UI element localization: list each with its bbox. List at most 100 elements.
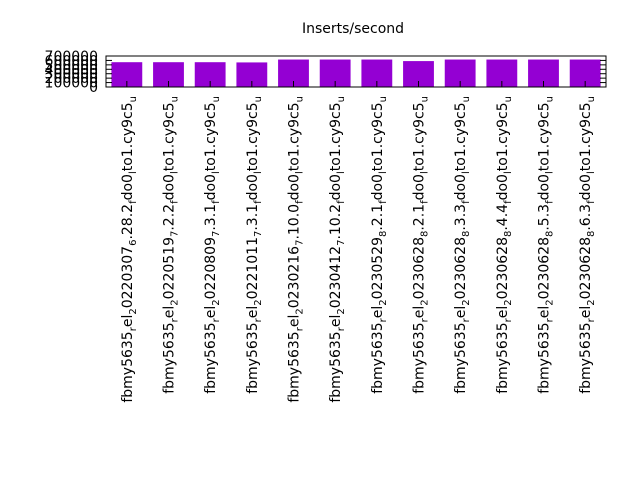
x-tick-label-subscript: 2 — [461, 299, 472, 305]
x-tick-label-part: to1.cy9c5 — [495, 102, 511, 171]
x-tick-label-part: .4.4 — [495, 204, 511, 231]
x-tick-label-subscript: l — [545, 171, 556, 174]
x-tick-label-subscript: f — [170, 200, 181, 204]
x-tick-label-subscript: f — [128, 200, 139, 204]
x-tick-label-subscript: r — [295, 326, 306, 331]
x-tick-label-subscript: 8 — [378, 231, 389, 237]
x-tick-label-part: to1.cy9c5 — [328, 102, 344, 171]
y-tick-label-5: 500000 — [45, 58, 98, 74]
x-tick-label-subscript: f — [420, 200, 431, 204]
x-tick-label-part: .3.1 — [203, 204, 219, 231]
x-tick-label-subscript: r — [503, 317, 514, 322]
x-tick-label-subscript: 2 — [545, 299, 556, 305]
x-tick-label-subscript: u — [295, 96, 306, 102]
y-tick-label-2: 200000 — [45, 71, 98, 87]
y-tick-label-4: 400000 — [45, 62, 98, 78]
x-tick-label-part: 0220307 — [120, 246, 136, 308]
x-tick-label-subscript: r — [545, 317, 556, 322]
x-tick-label-part: fbmy5635 — [328, 331, 344, 402]
x-tick-label-subscript: r — [461, 317, 472, 322]
x-tick-label-subscript: 2 — [211, 299, 222, 305]
x-tick-label-part: to1.cy9c5 — [120, 102, 136, 171]
x-tick-label-1: fbmy5635rel202203076.28.2fdo0lto1.cy9c5u — [120, 96, 139, 403]
x-tick-label-subscript: l — [586, 171, 597, 174]
x-tick-label-part: do0 — [495, 174, 511, 200]
x-tick-label-subscript: 2 — [128, 308, 139, 314]
x-tick-label-subscript: f — [295, 200, 306, 204]
x-tick-label-subscript: 6 — [128, 240, 139, 246]
x-tick-label-subscript: 2 — [295, 308, 306, 314]
x-tick-label-subscript: 7 — [336, 240, 347, 246]
x-tick-label-part: .10.2 — [328, 204, 344, 240]
x-tick-label-subscript: u — [128, 96, 139, 102]
y-tick-label-1: 100000 — [45, 76, 98, 92]
x-tick-label-part: fbmy5635 — [537, 322, 553, 393]
x-tick-label-subscript: l — [378, 171, 389, 174]
x-tick-label-part: 0230412 — [328, 246, 344, 308]
x-tick-label-part: el — [287, 315, 303, 328]
x-tick-label-4: fbmy5635rel202210117.3.1fdo0lto1.cy9c5u — [245, 96, 264, 394]
x-tick-label-subscript: l — [170, 171, 181, 174]
x-tick-label-part: fbmy5635 — [203, 322, 219, 393]
x-tick-label-part: fbmy5635 — [245, 322, 261, 393]
x-tick-label-subscript: u — [503, 96, 514, 102]
y-tick-label-3: 300000 — [45, 67, 98, 83]
x-tick-label-subscript: l — [128, 171, 139, 174]
x-tick-label-part: el — [578, 306, 594, 319]
x-tick-label-subscript: 8 — [503, 231, 514, 237]
x-tick-label-subscript: u — [461, 96, 472, 102]
x-tick-label-part: do0 — [578, 174, 594, 200]
plot-frame — [105, 55, 607, 88]
x-tick-label-subscript: u — [170, 96, 181, 102]
x-tick-label-part: fbmy5635 — [370, 322, 386, 393]
x-tick-label-subscript: f — [461, 200, 472, 204]
x-tick-label-part: .3.1 — [245, 204, 261, 231]
x-tick-label-6: fbmy5635rel202304127.10.2fdo0lto1.cy9c5u — [328, 96, 347, 403]
x-tick-label-part: 0230628 — [453, 237, 469, 299]
x-tick-label-subscript: r — [170, 317, 181, 322]
x-tick-label-7: fbmy5635rel202305298.2.1fdo0lto1.cy9c5u — [370, 96, 389, 394]
x-tick-label-subscript: l — [461, 171, 472, 174]
x-tick-label-subscript: 2 — [336, 308, 347, 314]
x-tick-label-part: el — [162, 306, 178, 319]
x-tick-label-subscript: l — [295, 171, 306, 174]
x-tick-label-part: el — [203, 306, 219, 319]
x-tick-label-part: .2.2 — [162, 204, 178, 231]
x-tick-label-part: do0 — [412, 174, 428, 200]
x-tick-label-part: to1.cy9c5 — [287, 102, 303, 171]
x-tick-label-subscript: f — [211, 200, 222, 204]
x-tick-label-part: el — [328, 315, 344, 328]
x-tick-label-subscript: r — [253, 317, 264, 322]
x-tick-label-subscript: l — [211, 171, 222, 174]
x-tick-label-subscript: r — [420, 317, 431, 322]
x-tick-label-subscript: f — [586, 200, 597, 204]
x-tick-label-subscript: r — [378, 317, 389, 322]
x-tick-label-part: to1.cy9c5 — [537, 102, 553, 171]
x-tick-label-10: fbmy5635rel202306288.4.4fdo0lto1.cy9c5u — [495, 96, 514, 394]
x-tick-label-part: do0 — [370, 174, 386, 200]
x-tick-label-subscript: u — [378, 96, 389, 102]
x-tick-label-part: 0230628 — [412, 237, 428, 299]
x-tick-label-part: do0 — [203, 174, 219, 200]
x-tick-label-subscript: 8 — [461, 231, 472, 237]
x-tick-label-part: .6.3 — [578, 204, 594, 231]
x-tick-label-subscript: u — [253, 96, 264, 102]
x-tick-label-part: do0 — [245, 174, 261, 200]
x-tick-label-subscript: u — [336, 96, 347, 102]
x-tick-label-part: 0220519 — [162, 237, 178, 299]
x-tick-label-part: 0230628 — [495, 237, 511, 299]
x-tick-label-subscript: 8 — [586, 231, 597, 237]
x-tick-label-part: to1.cy9c5 — [245, 102, 261, 171]
x-tick-label-part: to1.cy9c5 — [578, 102, 594, 171]
x-tick-label-part: do0 — [287, 174, 303, 200]
x-tick-label-part: 0221011 — [245, 237, 261, 299]
x-tick-label-part: 0230216 — [287, 246, 303, 308]
x-tick-label-2: fbmy5635rel202205197.2.2fdo0lto1.cy9c5u — [162, 96, 181, 394]
x-tick-label-subscript: u — [211, 96, 222, 102]
x-tick-label-part: fbmy5635 — [578, 322, 594, 393]
x-tick-label-part: fbmy5635 — [120, 331, 136, 402]
chart-title: Inserts/second — [302, 21, 404, 37]
x-tick-label-3: fbmy5635rel202208097.3.1fdo0lto1.cy9c5u — [203, 96, 222, 394]
x-tick-label-part: to1.cy9c5 — [453, 102, 469, 171]
x-tick-label-subscript: f — [378, 200, 389, 204]
